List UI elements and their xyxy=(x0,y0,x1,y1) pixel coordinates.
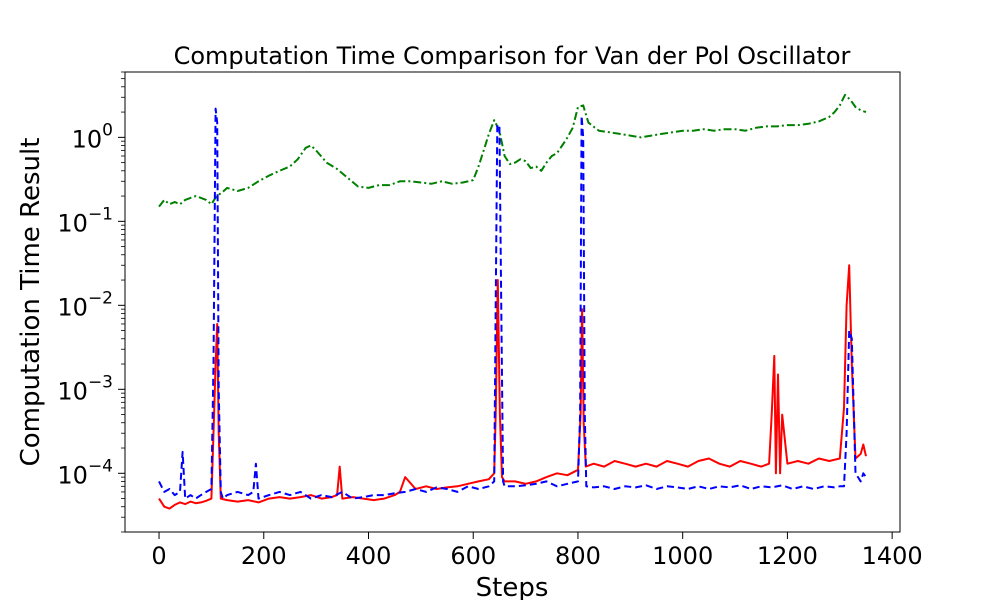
chart-title: Computation Time Comparison for Van der … xyxy=(174,42,851,70)
x-tick-label: 800 xyxy=(555,542,601,570)
x-tick-label: 400 xyxy=(346,542,392,570)
y-axis-ticks: 10−4 10−3 10−2 10−1 100 xyxy=(57,71,125,533)
series-line-1 xyxy=(158,264,867,510)
x-tick-label: 0 xyxy=(151,542,166,570)
x-axis-label: Steps xyxy=(476,573,549,600)
x-tick-label: 1200 xyxy=(757,542,818,570)
plot-area xyxy=(158,93,867,510)
x-tick-label: 600 xyxy=(450,542,496,570)
x-axis-ticks: 0 200 400 600 800 1000 1200 1400 xyxy=(151,532,923,570)
y-tick-label: 10−2 xyxy=(57,288,113,321)
x-tick-label: 200 xyxy=(241,542,287,570)
series-line-2 xyxy=(158,107,867,500)
y-tick-label: 10−4 xyxy=(57,456,113,489)
y-tick-label: 100 xyxy=(72,120,113,153)
plot-frame xyxy=(124,71,901,533)
series-line-0 xyxy=(158,93,867,208)
y-tick-label: 10−3 xyxy=(57,372,113,405)
y-axis-label: Computation Time Result xyxy=(16,138,46,467)
x-tick-label: 1000 xyxy=(652,542,713,570)
x-tick-label: 1400 xyxy=(862,542,923,570)
y-tick-label: 10−1 xyxy=(57,204,113,237)
